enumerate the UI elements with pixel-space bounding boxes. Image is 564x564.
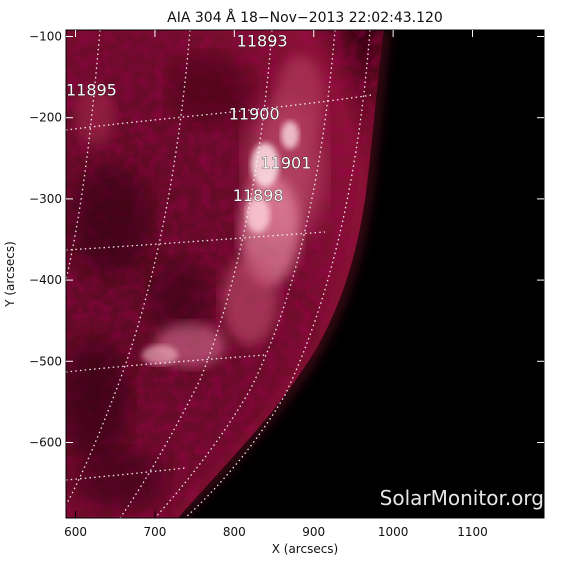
active-region-label-11900: 11900 <box>229 105 280 124</box>
solar-disk-image <box>66 30 389 518</box>
chart-title: AIA 304 Å 18−Nov−2013 22:02:43.120 <box>167 9 443 26</box>
active-region-labels: 11893 11895 11900 11901 11898 <box>66 31 312 205</box>
active-region-label-11893: 11893 <box>237 32 288 51</box>
y-tick-label: −200 <box>29 111 62 125</box>
x-tick-label: 1000 <box>378 525 409 539</box>
active-region-label-11901: 11901 <box>260 153 311 172</box>
axes-frame <box>65 29 545 519</box>
x-tick-label: 700 <box>143 525 166 539</box>
y-tick-label: −400 <box>29 273 62 287</box>
y-axis-ticks: −100 −200 −300 −400 −500 −600 <box>29 29 544 449</box>
y-tick-label: −500 <box>29 354 62 368</box>
y-axis-label: Y (arcsecs) <box>3 241 17 308</box>
heliographic-grid <box>66 30 373 518</box>
x-tick-label: 600 <box>64 525 87 539</box>
x-tick-label: 1100 <box>457 525 488 539</box>
y-tick-label: −300 <box>29 192 62 206</box>
watermark-text: SolarMonitor.org <box>380 486 544 510</box>
x-axis-ticks: 600 700 800 900 1000 1100 <box>64 30 488 539</box>
x-axis-label: X (arcsecs) <box>272 542 339 556</box>
y-tick-label: −600 <box>29 435 62 449</box>
x-tick-label: 900 <box>302 525 325 539</box>
active-region-label-11898: 11898 <box>233 186 284 205</box>
x-tick-label: 800 <box>223 525 246 539</box>
y-tick-label: −100 <box>29 29 62 43</box>
active-region-label-11895: 11895 <box>66 80 117 99</box>
